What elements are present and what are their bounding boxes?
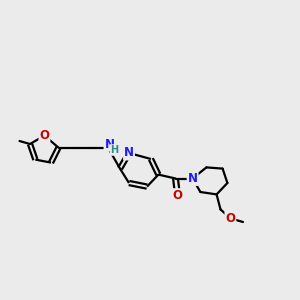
Text: N: N bbox=[124, 146, 134, 160]
Text: O: O bbox=[172, 189, 183, 202]
Text: N: N bbox=[188, 172, 198, 185]
Text: N: N bbox=[104, 137, 115, 151]
Text: O: O bbox=[39, 129, 50, 142]
Text: O: O bbox=[225, 212, 236, 225]
Text: H: H bbox=[110, 145, 119, 155]
